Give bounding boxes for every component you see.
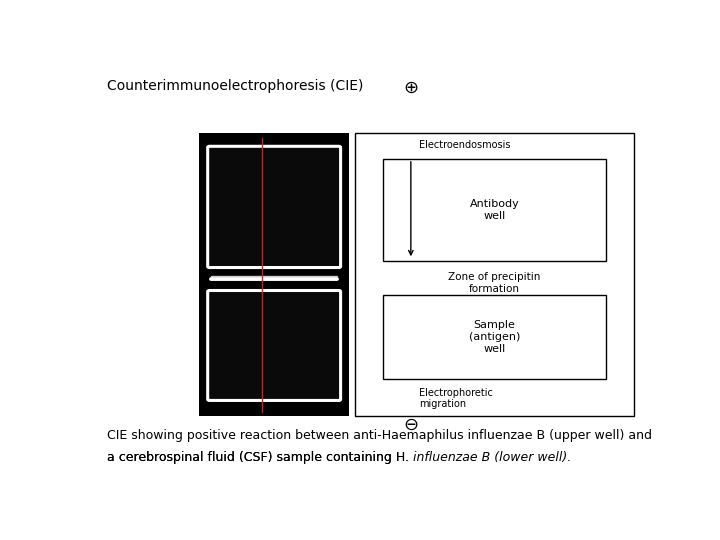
Text: ⊖: ⊖ [403, 415, 418, 434]
Text: CIE showing positive reaction between anti-Haemaphilus influenzae B (upper well): CIE showing positive reaction between an… [107, 429, 652, 442]
Text: Zone of precipitin
formation: Zone of precipitin formation [449, 273, 541, 294]
Text: Sample
(antigen)
well: Sample (antigen) well [469, 320, 521, 354]
Text: influenzae B (lower well).: influenzae B (lower well). [413, 451, 571, 464]
Text: Electrophoretic
migration: Electrophoretic migration [419, 388, 493, 409]
Bar [355, 133, 634, 416]
Text: Electroendosmosis: Electroendosmosis [419, 140, 510, 151]
Text: a cerebrospinal fluid (CSF) sample containing H.: a cerebrospinal fluid (CSF) sample conta… [107, 451, 413, 464]
Text: ⊕: ⊕ [403, 79, 418, 97]
Text: Counterimmunoelectrophoresis (CIE): Counterimmunoelectrophoresis (CIE) [107, 79, 363, 93]
Bar [383, 295, 606, 380]
Bar [199, 133, 349, 416]
FancyBboxPatch shape [207, 291, 341, 401]
Text: a cerebrospinal fluid (CSF) sample containing H.: a cerebrospinal fluid (CSF) sample conta… [107, 451, 413, 464]
FancyBboxPatch shape [207, 146, 341, 267]
Bar [383, 159, 606, 261]
Text: Antibody
well: Antibody well [469, 199, 519, 220]
